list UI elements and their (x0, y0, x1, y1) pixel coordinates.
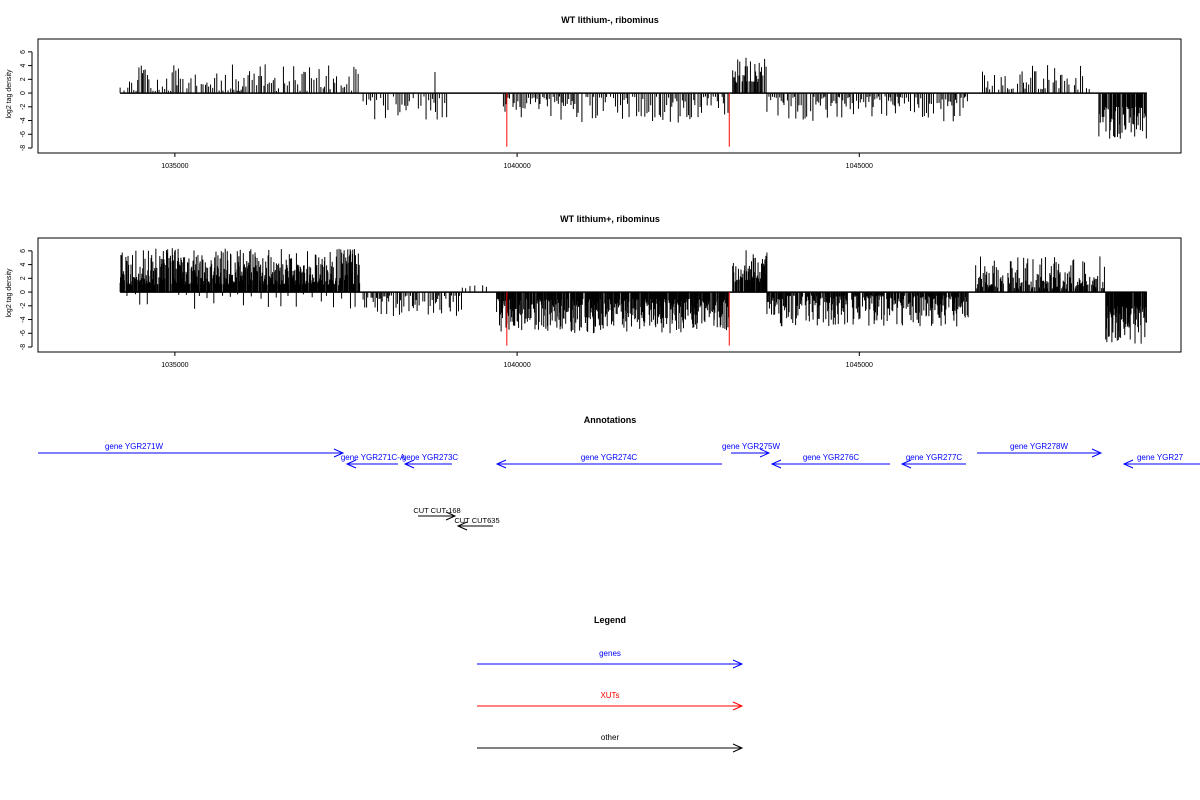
x-axis: 1035000 1040000 1045000 (161, 152, 873, 170)
y-axis-label: log2 tag density (6, 69, 13, 119)
gene-arrow (495, 459, 722, 469)
y-tick-label: 0 (20, 91, 27, 95)
gene-label: gene YGR276C (803, 453, 860, 462)
gene-arrow (731, 448, 771, 458)
y-axis: -8 -6 -4 -2 0 2 4 6 (20, 50, 33, 151)
bar-group (119, 248, 1147, 346)
gene-arrow (38, 448, 345, 458)
legend-title: Legend (594, 615, 626, 625)
gene-arrow (345, 459, 398, 469)
gene-label: gene YGR273C (402, 453, 459, 462)
gene-arrow (977, 448, 1103, 458)
cut-label: CUT CUT635 (454, 516, 499, 525)
y-tick-label: 2 (20, 276, 27, 280)
gene-arrow (403, 459, 452, 469)
x-tick-label: 1040000 (503, 362, 530, 369)
bar-group (119, 57, 1147, 147)
y-tick-label: 4 (20, 263, 27, 267)
gene-label: gene YGR274C (581, 453, 638, 462)
annotations-title: Annotations (584, 415, 637, 425)
gene-arrow (770, 459, 890, 469)
chart-panel-lithium-plus: WT lithium+, ribominus log2 tag density … (6, 214, 1182, 369)
legend: Legend genes XUTs other (477, 615, 744, 753)
gene-label: gene YGR277C (906, 453, 963, 462)
y-axis: -8 -6 -4 -2 0 2 4 6 (20, 249, 33, 350)
y-tick-label: -2 (20, 303, 27, 309)
legend-items: genes XUTs other (477, 649, 744, 753)
plot-frame (37, 38, 1182, 154)
chart-title: WT lithium+, ribominus (560, 214, 660, 224)
y-tick-label: -8 (20, 344, 27, 350)
chart-title: WT lithium-, ribominus (561, 15, 659, 25)
legend-label: XUTs (600, 691, 619, 700)
x-tick-label: 1045000 (846, 163, 873, 170)
y-axis-label: log2 tag density (6, 268, 13, 318)
y-tick-label: -2 (20, 104, 27, 110)
cut-arrow (418, 511, 457, 521)
gene-arrow (900, 459, 966, 469)
gene-label: gene YGR271C-A (341, 453, 406, 462)
gene-label: gene YGR275W (722, 442, 781, 451)
y-tick-label: 6 (20, 50, 27, 54)
y-tick-label: -4 (20, 117, 27, 123)
y-tick-label: -8 (20, 145, 27, 151)
y-tick-label: 2 (20, 77, 27, 81)
legend-label: other (601, 733, 620, 742)
chart-panel-lithium-minus: WT lithium-, ribominus log2 tag density … (6, 15, 1182, 170)
legend-arrow-genes (477, 659, 744, 669)
cut-arrow (456, 521, 493, 531)
gene-label: gene YGR271W (105, 442, 164, 451)
y-tick-label: 6 (20, 249, 27, 253)
y-tick-label: 0 (20, 290, 27, 294)
y-tick-label: 4 (20, 64, 27, 68)
y-tick-label: -4 (20, 316, 27, 322)
y-tick-label: -6 (20, 131, 27, 137)
cut-label: CUT CUT-168 (413, 506, 460, 515)
x-tick-label: 1035000 (161, 163, 188, 170)
x-axis: 1035000 1040000 1045000 (161, 351, 873, 369)
gene-arrow (1122, 459, 1200, 469)
x-tick-label: 1040000 (503, 163, 530, 170)
gene-label: gene YGR27 (1137, 453, 1184, 462)
x-tick-label: 1045000 (846, 362, 873, 369)
x-tick-label: 1035000 (161, 362, 188, 369)
legend-arrow-other (477, 743, 744, 753)
legend-arrow-xuts (477, 701, 744, 711)
gene-label: gene YGR278W (1010, 442, 1069, 451)
legend-label: genes (599, 649, 621, 658)
y-tick-label: -6 (20, 330, 27, 336)
